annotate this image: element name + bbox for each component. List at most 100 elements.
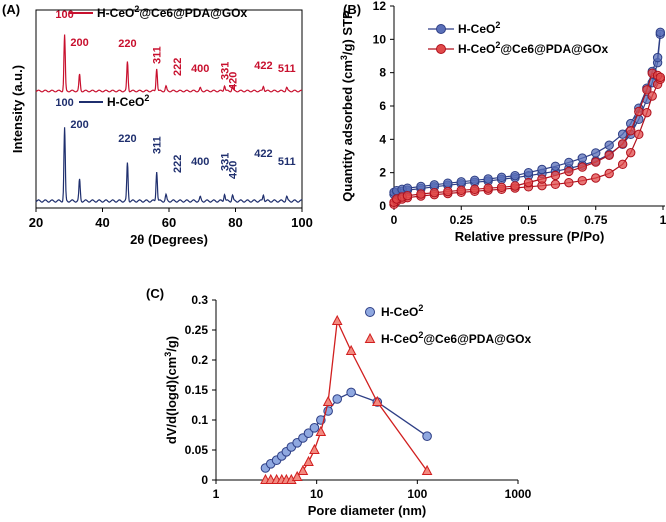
y-tick-label: 0 (379, 199, 386, 213)
x-tick-label: 0 (391, 213, 398, 227)
psd-point-circle (346, 387, 356, 398)
x-tick-label: 60 (162, 215, 176, 230)
isotherm-point (647, 91, 657, 101)
peak-label: 420 (228, 72, 240, 90)
x-axis-title: 2θ (Degrees) (130, 232, 208, 247)
isotherm-point (483, 174, 493, 184)
isotherm-point (652, 52, 663, 63)
y-axis-title: Quantity adsorbed (cm3/g) STP (339, 10, 355, 202)
x-axis-title: Relative pressure (P/Po) (455, 229, 605, 244)
panel-b-label: (B) (343, 2, 361, 17)
isotherm-point (634, 106, 644, 117)
isotherm-point (416, 189, 426, 199)
x-tick-label: 100 (291, 215, 313, 230)
isotherm-point (402, 190, 413, 201)
isotherm-point (604, 150, 614, 160)
x-tick-label: 40 (95, 215, 109, 230)
isotherm-point (564, 177, 574, 188)
isotherm-point (537, 174, 547, 184)
y-axis-title-part: /g) (164, 336, 179, 352)
panel-c-label: (C) (146, 286, 164, 301)
y-tick-label: 0.1 (191, 413, 208, 427)
isotherm-point (617, 129, 628, 139)
psd-point-triangle (315, 425, 327, 436)
x-tick-label: 80 (228, 215, 242, 230)
x-tick-label: 1 (213, 487, 220, 501)
legend-label-part: H-CeO (97, 6, 134, 20)
y-axis-title-part: /g) STP (340, 10, 355, 55)
peak-label: 420 (228, 161, 240, 179)
legend-label-part: 2 (418, 330, 423, 340)
y-tick-label: 8 (379, 66, 386, 80)
psd-line-0 (265, 391, 428, 469)
legend-label: H-CeO2 (458, 20, 500, 36)
psd-point-triangle (371, 395, 383, 406)
y-axis-title: Intensity (a.u.) (10, 65, 25, 153)
psd-point-circle (332, 394, 343, 404)
isotherm-point (626, 126, 636, 136)
isotherm-point (564, 157, 574, 168)
y-axis-title-part: 3 (339, 55, 349, 60)
x-tick-label: 100 (407, 487, 427, 501)
isotherm-point (550, 179, 561, 190)
isotherm-point (550, 170, 561, 181)
isotherm-point (642, 107, 652, 118)
x-tick-label: 1000 (505, 487, 532, 501)
y-tick-label: 0.05 (185, 443, 209, 457)
isotherm-point (429, 187, 440, 198)
y-axis-title-part: 3 (163, 352, 173, 357)
psd-point-triangle (297, 464, 309, 475)
isotherm-point (496, 172, 507, 183)
legend-label-part: 2 (144, 93, 149, 103)
y-tick-label: 6 (379, 99, 386, 113)
isotherm-point (443, 186, 453, 197)
panel-a-label: (A) (2, 2, 20, 17)
legend-label-part: H-CeO (458, 22, 495, 36)
isotherm-point (591, 173, 601, 183)
isotherm-point (577, 175, 587, 186)
psd-point-triangle (331, 314, 343, 325)
legend-label-part: 2 (495, 40, 500, 50)
psd-point-circle (422, 431, 432, 442)
psd-point-triangle (303, 455, 314, 466)
isotherm-point (577, 153, 587, 163)
peak-label: 311 (152, 46, 164, 64)
isotherm-point (642, 85, 652, 95)
isotherm-point (655, 72, 666, 83)
legend-label: H-CeO2@Ce6@PDA@GOx (458, 40, 608, 56)
isotherm-point (591, 157, 601, 167)
y-tick-label: 0 (201, 473, 208, 487)
peak-label: 331 (220, 62, 232, 80)
peak-label: 100 (55, 9, 73, 21)
legend-label-part: 2 (418, 303, 423, 313)
isotherm-point (456, 185, 466, 196)
psd-point-circle (303, 428, 314, 439)
isotherm-point (443, 178, 453, 188)
x-tick-label: 0.25 (450, 213, 474, 227)
panel-b: (B) 0 2 4 6 8 10 12 0 0.25 0.5 0.75 1 Relative pressu… (339, 0, 666, 244)
isotherm-point (626, 147, 636, 158)
xrd-line-1 (35, 127, 303, 203)
isotherm-point (470, 175, 480, 186)
x-tick-label: 20 (29, 215, 43, 230)
y-tick-label: 0.25 (185, 323, 209, 337)
isotherm-point (604, 140, 614, 150)
x-tick-label: 0.5 (520, 213, 537, 227)
peak-label: 511 (278, 63, 296, 75)
psd-point-triangle (421, 464, 433, 475)
legend-label: H-CeO2@Ce6@PDA@GOx (381, 330, 531, 346)
isotherm-point (470, 184, 480, 195)
isotherm-point (537, 164, 547, 175)
x-tick-label: 1 (660, 213, 666, 227)
legend-swatch-marker (364, 332, 376, 343)
isotherm-point (523, 167, 534, 178)
x-tick-label: 0.75 (584, 213, 608, 227)
y-tick-label: 12 (373, 0, 387, 13)
isotherm-point (604, 168, 614, 179)
legend-label-part: H-CeO (381, 305, 418, 319)
legend-swatch-marker (365, 307, 375, 317)
isotherm-point (510, 170, 520, 181)
legend-label-part: @Ce6@PDA@GOx (500, 42, 608, 56)
peak-label: 311 (152, 136, 164, 154)
peak-label: 422 (254, 148, 272, 160)
